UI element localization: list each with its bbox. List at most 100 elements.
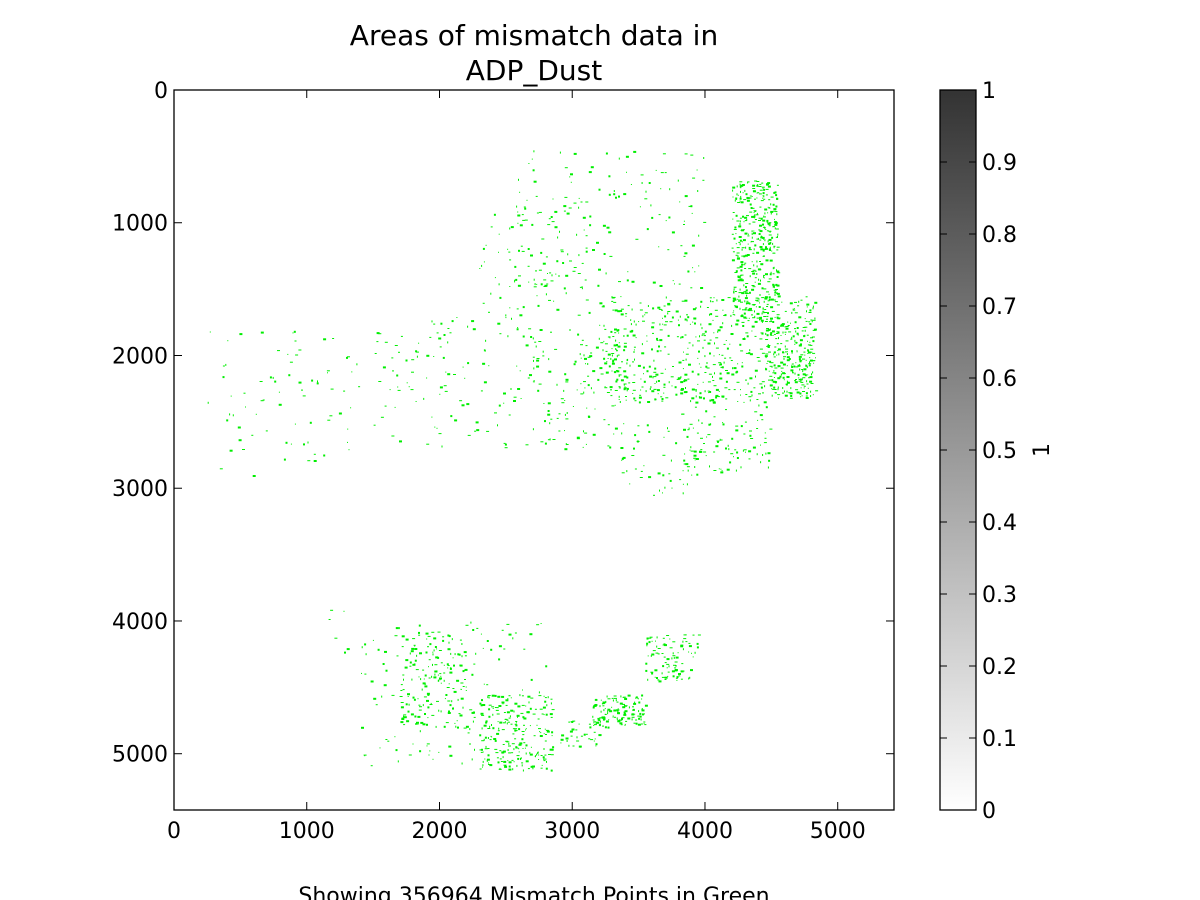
mismatch-point [741,248,743,251]
mismatch-point [600,699,602,701]
mismatch-point [334,637,338,639]
mismatch-point [467,325,469,328]
mismatch-point [589,726,592,729]
mismatch-point [397,760,399,763]
mismatch-point [762,192,765,195]
mismatch-point [793,308,795,310]
mismatch-point [748,223,751,225]
mismatch-point [618,342,620,344]
mismatch-point [721,299,725,301]
mismatch-point [534,708,537,710]
mismatch-point [751,215,755,218]
mismatch-point [313,460,317,462]
mismatch-point [757,360,761,362]
mismatch-point [474,748,475,751]
mismatch-point [612,359,615,361]
mismatch-point [648,182,651,184]
mismatch-point [766,303,769,305]
mismatch-point [804,374,807,377]
mismatch-point [745,451,746,453]
mismatch-point [370,680,374,683]
mismatch-point [611,354,613,357]
mismatch-point [715,337,719,339]
mismatch-point [575,729,578,731]
mismatch-point [563,210,566,212]
mismatch-point [748,458,751,460]
mismatch-point [515,724,518,727]
mismatch-point [440,322,443,325]
mismatch-point [521,250,525,252]
mismatch-point [475,421,479,424]
mismatch-point [623,335,625,337]
mismatch-point [630,319,632,321]
mismatch-point [252,475,256,477]
mismatch-point [762,454,764,456]
mismatch-point [749,434,752,437]
mismatch-point [370,765,373,767]
mismatch-point [689,449,691,451]
mismatch-point [528,281,530,283]
mismatch-point [781,323,785,326]
mismatch-point [686,466,690,468]
mismatch-point [392,370,394,372]
mismatch-point [426,443,430,445]
mismatch-point [767,222,768,224]
mismatch-point [688,363,691,366]
mismatch-point [729,343,731,345]
mismatch-point [484,758,486,760]
mismatch-point [764,208,768,211]
mismatch-point [469,743,471,745]
mismatch-point [707,390,710,392]
mismatch-point [635,719,638,721]
mismatch-point [427,693,430,696]
mismatch-point [612,699,614,702]
mismatch-point [739,275,742,277]
mismatch-point [602,703,604,705]
mismatch-point [431,631,435,633]
mismatch-point [764,321,768,322]
mismatch-point [753,387,756,389]
mismatch-point [758,404,760,407]
mismatch-point [466,403,470,406]
mismatch-point [783,356,786,358]
mismatch-point [607,445,610,447]
mismatch-point [743,316,747,319]
mismatch-point [694,406,697,408]
mismatch-point [681,670,685,672]
mismatch-point [715,388,719,391]
mismatch-point [730,360,733,361]
mismatch-point [777,365,779,368]
mismatch-point [759,239,762,241]
mismatch-point [805,359,807,361]
mismatch-point [462,366,464,368]
mismatch-point [767,206,769,208]
mismatch-point [769,428,773,430]
mismatch-point [436,332,439,334]
mismatch-point [740,195,742,198]
mismatch-point [482,766,483,768]
mismatch-point [719,363,721,366]
mismatch-point [764,432,766,434]
mismatch-point [738,295,740,298]
mismatch-point [426,743,430,745]
mismatch-point [713,297,715,299]
mismatch-point [509,259,512,261]
mismatch-point [620,296,622,298]
mismatch-point [415,723,417,725]
mismatch-point [485,244,487,246]
mismatch-point [715,445,719,448]
mismatch-point [739,186,742,188]
mismatch-point [573,152,577,155]
mismatch-point [678,283,681,285]
mismatch-point [462,706,464,709]
mismatch-point [780,361,784,364]
mismatch-point [638,717,641,720]
mismatch-point [610,330,613,333]
mismatch-point [725,340,727,341]
mismatch-point [539,708,543,710]
mismatch-point [678,324,680,327]
mismatch-point [722,422,724,424]
mismatch-point [403,678,404,681]
mismatch-point [525,760,529,763]
mismatch-point [609,386,613,389]
